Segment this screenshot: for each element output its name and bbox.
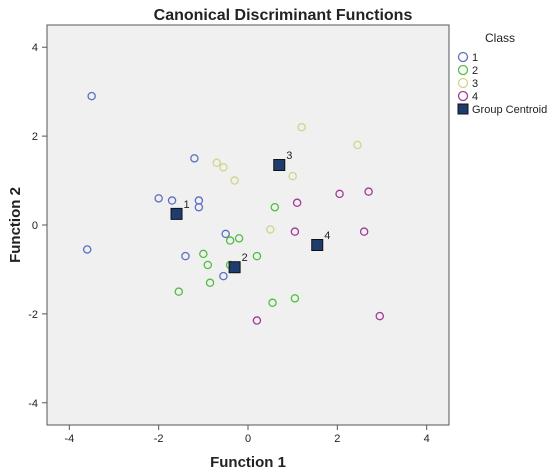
legend-marker-centroid [457,103,469,115]
class-2-point [290,294,300,303]
class-2-point [203,260,213,270]
legend-label: 2 [472,65,478,77]
centroid-label: 3 [286,150,292,162]
x-tick-label: 4 [424,433,430,445]
class-4-point [290,227,300,236]
y-axis: 4 2 0 -2 -4 [28,42,47,410]
y-tick-label: -2 [28,309,38,321]
class-1-point [82,245,92,254]
legend-label: 3 [472,78,478,90]
class-1-point [221,229,230,239]
class-4-point [375,311,385,321]
class-3-point [288,171,297,181]
class-1-point [194,202,204,212]
chart-title: Canonical Discriminant Functions [154,7,413,24]
legend-marker-class-1 [457,51,469,63]
class-3-point [219,162,228,172]
class-1-point [167,196,177,205]
data-points [82,91,385,325]
class-4-point [364,187,373,196]
class-1-point [190,154,199,163]
class-2-point [234,234,244,243]
x-tick-label: 2 [334,433,340,445]
group-centroid-marker [170,207,183,220]
x-tick-label: -2 [154,433,164,445]
class-4-point [335,189,344,199]
class-4-point [292,198,302,208]
legend-marker-class-3 [457,77,469,89]
group-centroids: 1 2 3 4 [170,150,330,274]
class-3-point [212,158,221,168]
class-2-point [270,202,280,212]
group-centroid-marker [228,261,241,274]
plot-area [46,24,450,426]
class-3-point [266,225,275,234]
class-3-point [353,140,362,150]
y-tick-label: 0 [32,220,38,232]
y-tick-label: 4 [32,42,38,54]
x-axis-title: Function 1 [210,454,286,471]
class-1-point [181,251,190,261]
class-2-point [174,287,184,296]
legend-label: 1 [472,52,478,64]
class-4-point [359,227,369,236]
legend-title: Class [485,31,515,45]
class-2-point [252,251,262,261]
class-2-point [205,278,215,288]
legend-label: 4 [472,91,478,103]
x-axis: -4 -2 0 2 4 [64,425,430,445]
centroid-label: 2 [242,252,248,264]
y-tick-label: 2 [32,131,38,143]
centroid-label: 4 [324,230,330,242]
class-3-point [297,122,306,132]
class-2-point [225,236,235,245]
class-3-point [230,176,239,185]
legend-marker-class-4 [457,90,469,102]
class-1-point [219,271,228,281]
y-axis-title: Function 2 [7,187,24,263]
legend-label: Group Centroid [472,104,547,116]
class-1-point [87,91,96,101]
class-2-point [199,249,208,259]
group-centroid-marker [273,159,286,171]
class-4-point [252,316,262,325]
y-tick-label: -4 [28,398,38,410]
group-centroid-marker [311,239,324,251]
legend-marker-class-2 [457,64,469,76]
class-1-point [154,194,163,203]
centroid-label: 1 [184,199,190,211]
x-tick-label: -4 [64,433,74,445]
x-tick-label: 0 [245,433,251,445]
class-2-point [268,298,277,308]
